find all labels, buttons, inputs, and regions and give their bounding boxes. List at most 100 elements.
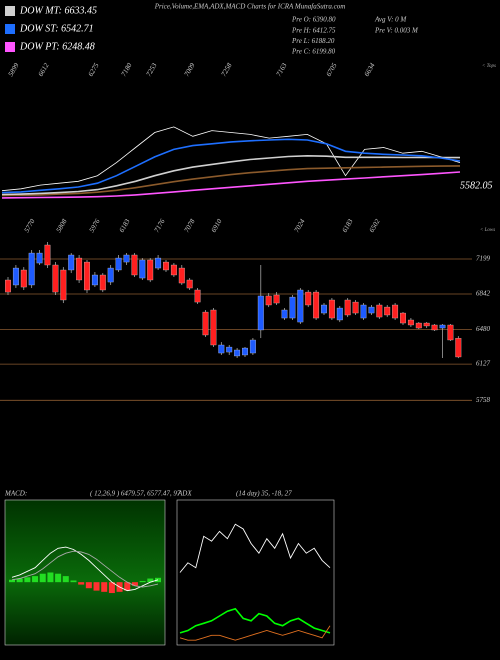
candle-body: [91, 274, 98, 286]
candle-body: [400, 312, 406, 324]
lows-label: < Lows: [480, 228, 495, 233]
y-tick-label: 6842: [476, 290, 491, 298]
candle-body: [407, 319, 414, 326]
line: [179, 523, 331, 573]
histogram-bar: [55, 573, 62, 583]
candle-body: [178, 267, 185, 284]
macd-params: ( 12,26,9 ) 6479.57, 6577.47, 97: [90, 490, 181, 498]
legend-swatch: [5, 24, 15, 34]
candle-body: [147, 259, 154, 281]
candle-body: [36, 252, 43, 264]
page-title: Price,Volume,EMA,ADX,MACD Charts for ICR…: [154, 3, 346, 11]
candle-body: [249, 339, 256, 354]
candle-body: [336, 307, 343, 321]
candle-body: [139, 259, 146, 279]
candle-body: [431, 324, 438, 331]
candle-body: [68, 254, 75, 271]
y-tick-label: 6480: [476, 325, 491, 333]
histogram-bar: [47, 572, 54, 583]
candle-body: [99, 274, 106, 291]
min-label: 5582.05: [460, 180, 493, 191]
candle-body: [360, 304, 367, 319]
candle-body: [131, 254, 138, 276]
candle-body: [107, 267, 114, 283]
line: [179, 607, 331, 634]
tops-label: < Tops: [482, 64, 496, 69]
line: [1, 138, 461, 194]
histogram-bar: [131, 582, 138, 586]
candle-body: [123, 254, 130, 263]
candle-body: [257, 295, 264, 331]
line: [1, 126, 461, 192]
candle-body: [52, 264, 59, 293]
legend-swatch: [5, 6, 15, 16]
candle-body: [155, 257, 162, 269]
histogram-bar: [32, 576, 39, 583]
candle-body: [76, 257, 83, 281]
candle-body: [297, 289, 304, 323]
legend-label: DOW MT: 6633.45: [19, 5, 97, 16]
histogram-bar: [124, 582, 131, 591]
candle-body: [368, 306, 375, 314]
info-text: Pre V: 0.003 M: [374, 26, 419, 34]
candle-body: [321, 304, 327, 314]
candle-body: [376, 304, 383, 318]
line: [11, 550, 159, 588]
line: [1, 165, 461, 197]
candle-body: [163, 261, 169, 271]
legend-swatch: [5, 42, 15, 52]
histogram-bar: [108, 582, 115, 594]
info-text: Pre C: 6199.80: [291, 48, 336, 56]
candle-body: [447, 324, 454, 341]
line: [11, 546, 159, 592]
candle-body: [5, 279, 11, 293]
candle-body: [289, 296, 296, 319]
histogram-bar: [101, 582, 108, 592]
candle-body: [186, 279, 193, 289]
candle-body: [218, 344, 225, 354]
candle-body: [44, 244, 51, 266]
candle-body: [415, 322, 422, 329]
y-tick-label: 5758: [476, 396, 491, 404]
legend-label: DOW ST: 6542.71: [19, 23, 94, 34]
adx-panel: [176, 499, 335, 646]
candle-body: [423, 322, 430, 327]
info-text: Avg V: 0 M: [374, 16, 407, 24]
candle-body: [12, 267, 19, 286]
candle-body: [265, 295, 272, 306]
line: [179, 625, 331, 641]
legend-label: DOW PT: 6248.48: [19, 41, 95, 52]
candle-body: [392, 304, 399, 319]
candle-body: [273, 294, 280, 304]
candle-body: [328, 299, 335, 319]
candle-body: [84, 261, 90, 291]
histogram-bar: [62, 576, 69, 583]
macd-label: MACD:: [4, 490, 27, 498]
info-text: Pre H: 6412.75: [291, 26, 336, 34]
histogram-bar: [16, 578, 23, 583]
candle-body: [202, 311, 209, 336]
histogram-bar: [85, 582, 92, 589]
candle-body: [344, 299, 351, 316]
info-text: Pre L: 6188.20: [291, 37, 335, 45]
line: [1, 154, 461, 196]
candle-body: [439, 324, 446, 329]
candle-body: [305, 291, 312, 306]
candle-body: [20, 269, 27, 288]
candle-body: [242, 347, 248, 356]
candle-body: [210, 309, 217, 346]
candle-body: [194, 289, 201, 303]
y-tick-label: 6127: [476, 360, 491, 368]
candle-body: [384, 306, 391, 316]
histogram-bar: [39, 573, 46, 583]
line: [1, 171, 461, 199]
y-tick-label: 7199: [476, 255, 491, 263]
candle-body: [455, 338, 462, 358]
histogram-bar: [9, 579, 15, 583]
candle-body: [115, 257, 122, 271]
candle-body: [234, 349, 241, 357]
candle-body: [170, 264, 177, 276]
histogram-bar: [24, 577, 31, 583]
info-text: Pre O: 6390.80: [291, 16, 336, 24]
